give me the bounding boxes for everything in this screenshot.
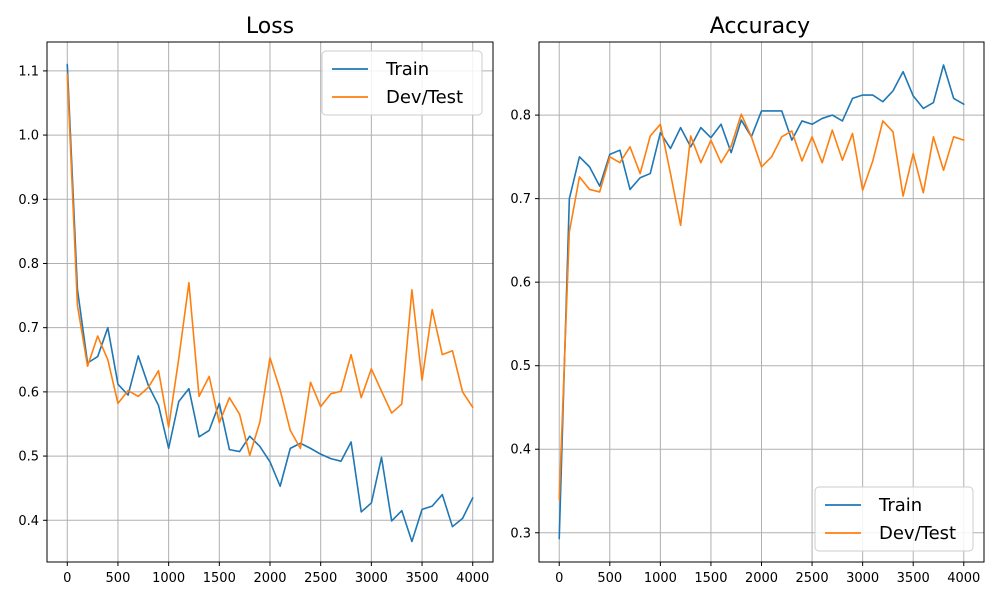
accuracy-ytick-label: 0.4 [510,443,531,458]
accuracy-xtick-label: 3000 [846,571,879,586]
loss-ytick-label: 0.4 [18,514,39,529]
accuracy-ytick-label: 0.5 [510,359,531,374]
loss-xtick-label: 3500 [405,571,438,586]
loss-legend-train-label: Train [385,59,429,80]
accuracy-xtick-label: 2500 [796,571,829,586]
loss-ticks: 0 500 1000 1500 2000 2500 3000 3500 4000 0.4 0.5 0.… [18,64,489,586]
loss-ytick-label: 1.1 [18,64,39,79]
accuracy-xtick-label: 0 [555,571,563,586]
loss-train-line [66,63,474,543]
accuracy-xtick-label: 2000 [745,571,778,586]
accuracy-grid [539,42,984,562]
accuracy-ytick-label: 0.6 [510,276,531,291]
accuracy-xtick-label: 1500 [694,571,727,586]
loss-ytick-label: 0.9 [18,193,39,208]
loss-series [66,63,474,543]
loss-ytick-label: 0.8 [18,257,39,272]
loss-ytick-label: 0.6 [18,385,39,400]
loss-xtick-label: 1000 [152,571,185,586]
accuracy-legend-box [814,486,974,552]
loss-xtick-label: 2500 [304,571,337,586]
loss-ytick-label: 0.7 [18,321,39,336]
accuracy-xtick-label: 500 [597,571,622,586]
accuracy-xtick-label: 3500 [897,571,930,586]
loss-xtick-label: 2000 [253,571,286,586]
accuracy-devtest-line [558,113,965,501]
accuracy-xtick-label: 1000 [644,571,677,586]
loss-legend-devtest-label: Dev/Test [386,87,463,108]
accuracy-legend: Train Dev/Test [814,486,974,552]
loss-xtick-label: 4000 [456,571,489,586]
loss-ytick-label: 1.0 [18,129,39,144]
accuracy-ytick-label: 0.7 [510,192,531,207]
accuracy-panel: Accuracy 0 500 1000 1500 2000 2500 3000 3500 400… [510,14,985,586]
accuracy-ytick-label: 0.3 [510,526,531,541]
accuracy-ytick-label: 0.8 [510,109,531,124]
loss-legend: Train Dev/Test [321,50,483,116]
loss-devtest-line [66,73,474,457]
accuracy-train-line [558,64,965,540]
loss-panel: Loss 0 500 1000 1500 2000 2500 3000 3500 4000 0.4… [18,14,494,586]
accuracy-ticks: 0 500 1000 1500 2000 2500 3000 3500 4000 0.3 0.4 0.… [510,109,980,586]
loss-xtick-label: 3000 [355,571,388,586]
loss-legend-box [321,50,483,116]
loss-xtick-label: 500 [106,571,131,586]
accuracy-legend-devtest-label: Dev/Test [879,523,956,544]
accuracy-title: Accuracy [710,14,810,39]
accuracy-legend-train-label: Train [878,495,922,516]
loss-ytick-label: 0.5 [18,450,39,465]
loss-title: Loss [246,14,294,39]
loss-xtick-label: 1500 [203,571,236,586]
accuracy-series [558,64,965,540]
accuracy-xtick-label: 4000 [947,571,980,586]
loss-xtick-label: 0 [63,571,71,586]
